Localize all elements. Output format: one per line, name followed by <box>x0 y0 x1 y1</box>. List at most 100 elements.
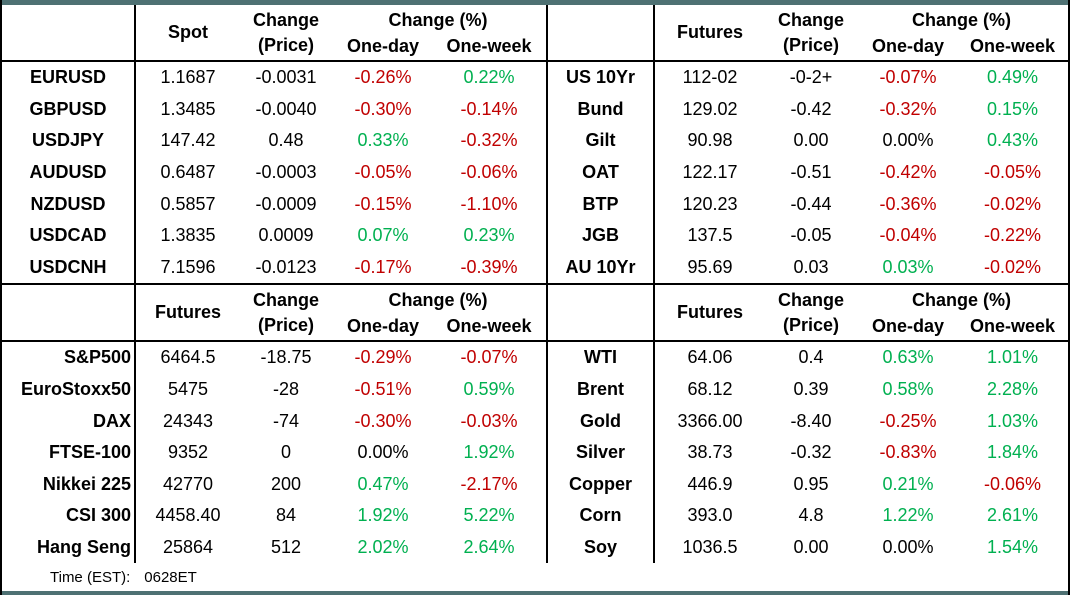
header-pct-sub: One-day One-week <box>332 313 544 339</box>
change-cell: -0.0040 <box>255 98 317 119</box>
time-label: Time (EST): <box>50 568 131 586</box>
table-row: Silver 38.73 -0.32 -0.83% 1.84% <box>548 436 1068 469</box>
price-cell: 0.6487 <box>160 162 216 183</box>
price-cell: 0.5857 <box>160 193 216 214</box>
row-label: CSI 300 <box>2 500 136 532</box>
row-label: S&P500 <box>2 342 136 374</box>
row-label: OAT <box>548 156 655 189</box>
header-change-line1: Change <box>777 9 844 30</box>
table-row: CSI 300 4458.40 84 1.92% 5.22% <box>2 500 546 532</box>
row-label: WTI <box>548 342 655 374</box>
header-pct-sub: One-day One-week <box>857 313 1066 339</box>
one-day-cell: -0.25% <box>879 410 937 431</box>
row-label: AUDUSD <box>2 156 136 189</box>
price-cell: 122.17 <box>682 162 738 183</box>
one-week-cell: 2.28% <box>986 379 1039 400</box>
table-row: Bund 129.02 -0.42 -0.32% 0.15% <box>548 93 1068 126</box>
one-week-cell: 0.49% <box>986 67 1039 88</box>
one-day-cell: -0.26% <box>354 67 412 88</box>
change-cell: 0.39 <box>793 379 829 400</box>
one-week-cell: -2.17% <box>460 473 518 494</box>
one-day-cell: 1.92% <box>357 505 409 526</box>
change-cell: -0.51 <box>790 162 832 183</box>
header-change-pct: Change (%) <box>388 9 488 30</box>
table-row: BTP 120.23 -0.44 -0.36% -0.02% <box>548 188 1068 220</box>
row-label: Gold <box>548 405 655 437</box>
change-cell: 0.4 <box>798 347 824 368</box>
change-cell: 0.03 <box>793 256 829 277</box>
one-week-cell: -0.22% <box>983 225 1042 246</box>
one-week-cell: -0.05% <box>983 162 1042 183</box>
commodities-table-header: Futures Change (Price) Change (%) One-da… <box>548 285 1068 343</box>
equity-futures-table: Futures Change (Price) Change (%) One-da… <box>2 285 546 564</box>
one-week-cell: -0.06% <box>983 473 1042 494</box>
one-week-cell: 0.15% <box>986 98 1039 119</box>
row-label: Brent <box>548 373 655 406</box>
change-cell: 0.00 <box>793 537 829 558</box>
price-cell: 4458.40 <box>155 505 221 526</box>
header-change-line2: (Price) <box>782 34 840 55</box>
one-week-cell: 1.84% <box>986 442 1039 463</box>
one-week-cell: 0.23% <box>463 225 515 246</box>
header-pct-sub: One-day One-week <box>857 33 1066 59</box>
change-cell: -0.0123 <box>255 256 317 277</box>
row-label: Soy <box>548 531 655 564</box>
one-week-cell: -0.02% <box>983 256 1042 277</box>
one-day-cell: -0.42% <box>879 162 937 183</box>
table-row: USDCAD 1.3835 0.0009 0.07% 0.23% <box>2 219 546 252</box>
header-change-pct-group: Change (%) One-day One-week <box>857 285 1066 340</box>
price-cell: 137.5 <box>687 225 733 246</box>
change-cell: -28 <box>272 379 299 400</box>
header-pct-sub: One-day One-week <box>332 33 544 59</box>
row-label: USDJPY <box>2 125 136 157</box>
table-row: USDCNH 7.1596 -0.0123 -0.17% -0.39% <box>2 251 546 284</box>
price-cell: 129.02 <box>682 98 738 119</box>
table-row: Gilt 90.98 0.00 0.00% 0.43% <box>548 125 1068 157</box>
change-cell: -0.0009 <box>255 193 317 214</box>
header-one-week: One-week <box>969 315 1056 336</box>
one-week-cell: 2.64% <box>463 537 515 558</box>
change-cell: -18.75 <box>260 347 312 368</box>
change-cell: 0.95 <box>793 473 829 494</box>
change-cell: 0.48 <box>268 130 304 151</box>
equities-table-body: S&P500 6464.5 -18.75 -0.29% -0.07% EuroStoxx5… <box>2 342 546 564</box>
time-value: 0628ET <box>144 568 197 586</box>
one-day-cell: 0.03% <box>882 256 934 277</box>
row-label: Copper <box>548 468 655 501</box>
price-cell: 90.98 <box>687 130 733 151</box>
one-day-cell: 0.63% <box>882 347 934 368</box>
one-week-cell: 2.61% <box>986 505 1039 526</box>
footer-timestamp: Time (EST): 0628ET <box>2 563 1068 591</box>
row-label: NZDUSD <box>2 188 136 220</box>
price-cell: 24343 <box>162 410 214 431</box>
one-week-cell: 0.59% <box>463 379 515 400</box>
header-change-price: Change (Price) <box>765 5 857 60</box>
row-label: JGB <box>548 219 655 252</box>
header-change-price: Change (Price) <box>240 285 332 340</box>
one-day-cell: 0.33% <box>357 130 409 151</box>
one-week-cell: -0.06% <box>460 162 518 183</box>
header-one-week: One-week <box>446 315 532 336</box>
table-row: NZDUSD 0.5857 -0.0009 -0.15% -1.10% <box>2 188 546 220</box>
table-row: FTSE-100 9352 0 0.00% 1.92% <box>2 436 546 469</box>
one-week-cell: -0.07% <box>460 347 518 368</box>
change-cell: -8.40 <box>790 410 832 431</box>
change-cell: -0.32 <box>790 442 832 463</box>
header-change-pct: Change (%) <box>912 9 1011 30</box>
price-cell: 25864 <box>162 537 214 558</box>
row-label: BTP <box>548 188 655 220</box>
one-week-cell: -1.10% <box>460 193 518 214</box>
one-day-cell: -0.05% <box>354 162 412 183</box>
header-one-week: One-week <box>969 35 1056 56</box>
header-change-price: Change (Price) <box>765 285 857 340</box>
one-week-cell: -0.14% <box>460 98 518 119</box>
price-cell: 147.42 <box>160 130 216 151</box>
table-row: USDJPY 147.42 0.48 0.33% -0.32% <box>2 125 546 157</box>
row-label: GBPUSD <box>2 93 136 126</box>
change-cell: 0.00 <box>793 130 829 151</box>
row-label: US 10Yr <box>548 62 655 94</box>
one-day-cell: -0.32% <box>879 98 937 119</box>
header-change-line2: (Price) <box>257 34 315 55</box>
one-week-cell: -0.03% <box>460 410 518 431</box>
one-day-cell: 1.22% <box>882 505 934 526</box>
